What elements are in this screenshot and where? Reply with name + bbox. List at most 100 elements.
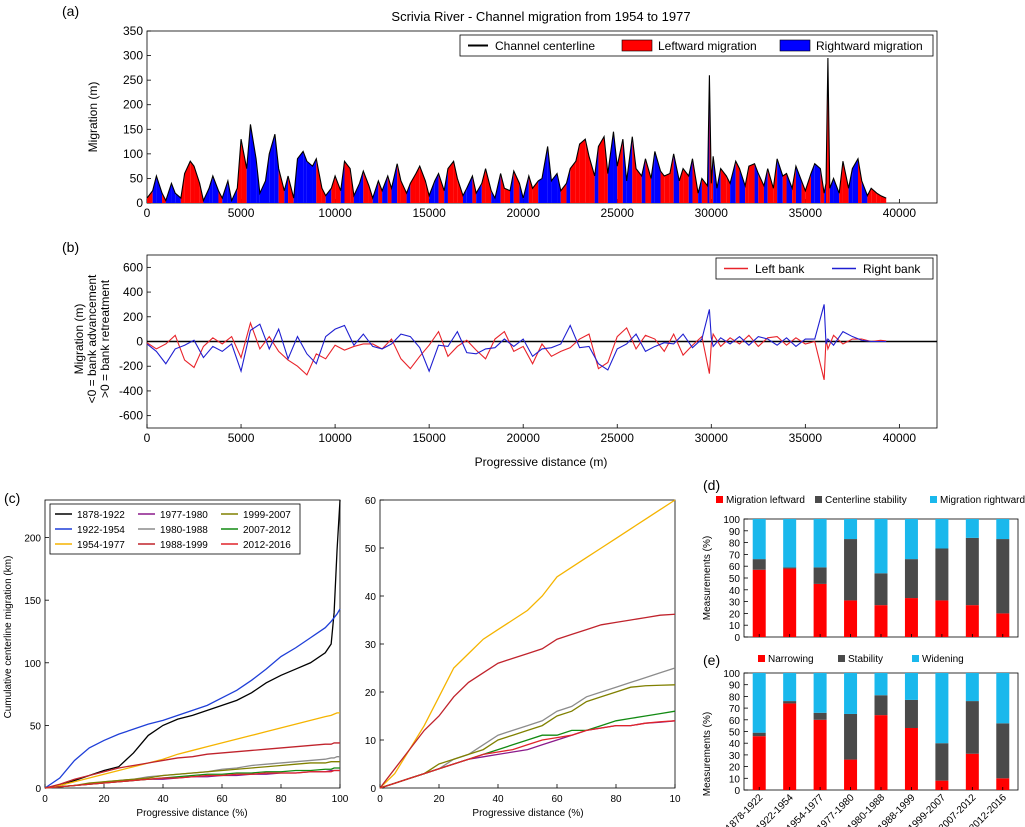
migration-area-segment <box>698 178 702 203</box>
chart-b-xtick-label: 15000 <box>412 431 446 445</box>
migration-area-segment <box>303 151 307 203</box>
chart-e-bar-segment <box>752 736 766 790</box>
chart-a-ytick-label: 300 <box>123 49 143 63</box>
migration-area-segment <box>654 151 661 203</box>
chart-e-bar-segment <box>844 759 858 790</box>
migration-area-segment <box>720 168 727 203</box>
chart-e-ytick-label: 90 <box>729 681 741 692</box>
chart-e-legend-swatch <box>758 655 765 662</box>
legend-label-leftward: Leftward migration <box>658 39 757 53</box>
migration-area-segment <box>782 173 787 203</box>
migration-area-segment <box>152 175 157 203</box>
chart-d-ytick-label: 40 <box>729 586 741 597</box>
left-bank-line <box>146 321 887 380</box>
chart-e-ytick-label: 0 <box>734 786 740 797</box>
migration-area-segment <box>566 168 571 203</box>
series-line-1988-1999 <box>379 613 676 789</box>
migration-area-segment <box>406 183 411 203</box>
migration-area-segment <box>641 158 646 203</box>
chart-e-ytick-label: 100 <box>723 669 740 680</box>
chart-e-legend-swatch <box>912 655 919 662</box>
chart-c-left-xtick-label: 60 <box>216 794 228 805</box>
chart-b-xtick-label: 25000 <box>601 431 635 445</box>
chart-d-ytick-label: 90 <box>729 527 741 538</box>
chart-d-legend-label: Centerline stability <box>825 495 907 506</box>
migration-area-segment <box>777 158 783 203</box>
chart-b-ytick-label: -400 <box>119 384 143 398</box>
migration-area-segment <box>547 146 552 203</box>
migration-area-segment <box>344 161 351 203</box>
chart-c-right-ytick-label: 50 <box>365 544 377 555</box>
chart-a-ytick-label: 100 <box>123 147 143 161</box>
chart-e-ytick-label: 50 <box>729 728 741 739</box>
chart-a-xtick-label: 15000 <box>412 206 446 220</box>
chart-b-plot: 0 5000 10000 15000 20000 25000 30000 35000 40000… <box>119 254 938 445</box>
migration-area-segment <box>688 158 693 203</box>
chart-e-bar-segment <box>874 673 888 696</box>
chart-a-xtick-label: 5000 <box>228 206 255 220</box>
chart-e-bar-segment <box>874 695 888 716</box>
migration-area-segment <box>626 136 633 203</box>
migration-area-segment <box>397 163 401 203</box>
chart-c-right-xtick-label: 60 <box>551 794 563 805</box>
legend-label: 1980-1988 <box>160 525 208 536</box>
migration-area-segment <box>274 134 279 203</box>
migration-area-segment <box>269 134 275 203</box>
migration-area-segment <box>378 180 383 203</box>
chart-d-bar-segment <box>813 519 827 568</box>
chart-e-ytick-label: 10 <box>729 774 741 785</box>
migration-area-segment <box>453 161 458 203</box>
migration-area-segment <box>673 153 680 203</box>
chart-e-bar-segment <box>996 723 1010 779</box>
chart-a-ytick-label: 250 <box>123 73 143 87</box>
migration-area-segment <box>325 188 332 203</box>
series-line-1954-1977 <box>379 499 676 789</box>
migration-area-segment <box>476 183 482 203</box>
chart-e-ytick-label: 60 <box>729 716 741 727</box>
chart-c-right-xtick-label: 0 <box>377 794 383 805</box>
chart-b-xtick-label: 0 <box>144 431 151 445</box>
migration-area-segment <box>429 180 435 203</box>
chart-b-ylabel-1: Migration (m) <box>72 304 86 375</box>
chart-a-xtick-label: 20000 <box>507 206 541 220</box>
migration-area-segment <box>801 180 806 203</box>
migration-area-segment <box>156 175 163 203</box>
migration-area-segment <box>500 173 505 203</box>
migration-area-segment <box>438 173 445 203</box>
migration-area-segment <box>538 178 542 203</box>
chart-e-bar-segment <box>752 732 766 737</box>
legend-label: 1922-1954 <box>77 525 125 536</box>
chart-a-xtick-label: 35000 <box>789 206 823 220</box>
legend-label: 1999-2007 <box>243 510 291 521</box>
legend-label-right-bank: Right bank <box>863 262 921 276</box>
migration-area-segment <box>651 151 655 203</box>
chart-c-left-plot: 0 20 40 60 80 100 0 50 100 150 200 1878-1922 1922-19… <box>24 499 349 805</box>
chart-a-ytick-label: 350 <box>123 24 143 38</box>
panel-label-d: (d) <box>703 477 720 493</box>
chart-a-xtick-label: 25000 <box>601 206 635 220</box>
chart-d-ytick-label: 50 <box>729 574 741 585</box>
migration-area-segment <box>312 158 317 203</box>
chart-d-ytick-label: 30 <box>729 598 741 609</box>
chart-e-bar-segment <box>844 713 858 760</box>
chart-e-bar-segment <box>813 719 827 790</box>
chart-e-bar-segment <box>965 701 979 754</box>
chart-c-right-xtick-label: 20 <box>433 794 445 805</box>
chart-e-bar-segment <box>996 778 1010 790</box>
migration-area-segment <box>636 168 642 203</box>
migration-area-segment <box>617 139 623 203</box>
migration-area-segment <box>542 146 548 203</box>
legend-label: 2007-2012 <box>243 525 291 536</box>
migration-area-segment <box>491 190 495 203</box>
migration-area-segment <box>726 175 731 203</box>
chart-b-ytick-label: 600 <box>123 260 143 274</box>
migration-area-segment <box>171 183 176 203</box>
panel-label-c: (c) <box>4 490 20 506</box>
series-line-2012-2016 <box>44 769 340 789</box>
migration-area-segment <box>848 168 853 203</box>
migration-area-segment <box>579 139 586 203</box>
panel-label-b: (b) <box>62 239 79 255</box>
migration-area-segment <box>387 175 392 203</box>
